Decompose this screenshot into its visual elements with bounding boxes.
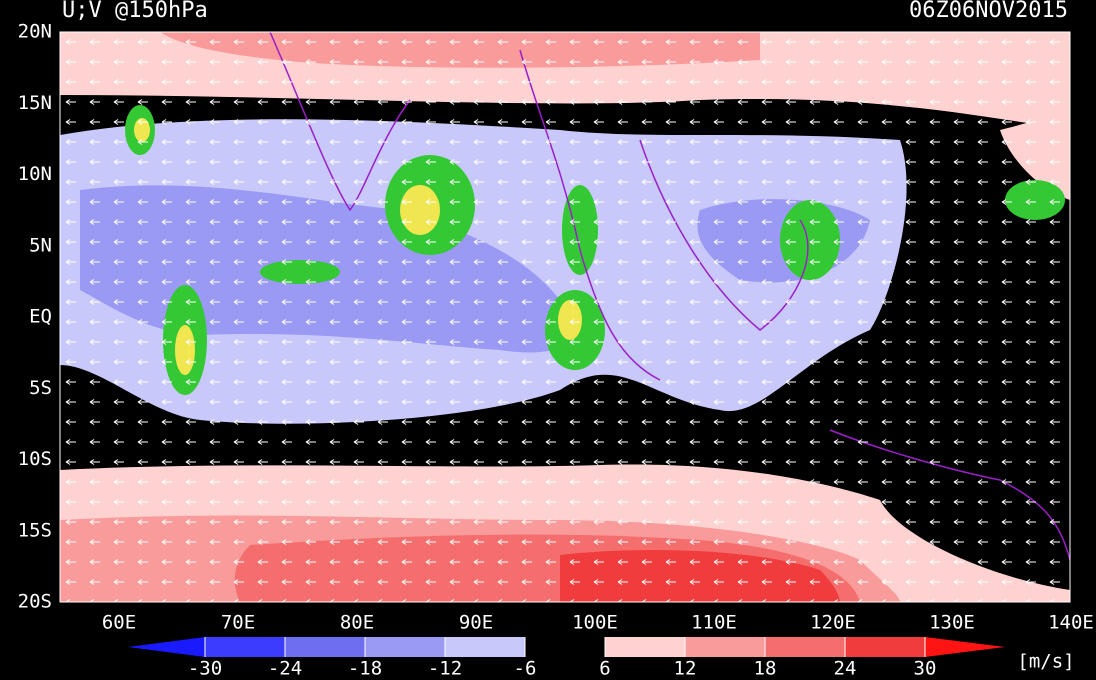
timestamp: 06Z06NOV2015 xyxy=(909,0,1068,23)
map-field xyxy=(60,32,1070,602)
colorbar-tick-label: -6 xyxy=(514,658,537,680)
colorbar-tick-label: 30 xyxy=(914,658,937,680)
lat-label: 15S xyxy=(18,519,52,541)
colorbar-tick-label: -24 xyxy=(268,658,302,680)
colorbar-segment xyxy=(445,637,525,657)
lon-label: 90E xyxy=(459,612,493,634)
colorbar-segment xyxy=(765,637,845,657)
colorbar-tick-label: 6 xyxy=(599,658,610,680)
colorbar-segment xyxy=(525,637,605,657)
lon-label: 140E xyxy=(1048,612,1094,634)
lat-label: 15N xyxy=(18,92,52,114)
colorbar-unit: [m/s] xyxy=(1017,651,1074,673)
colorbar-tick-label: -30 xyxy=(188,658,222,680)
lat-label: 10S xyxy=(18,448,52,470)
lat-label: EQ xyxy=(29,306,52,328)
colorbar-arrow xyxy=(925,637,1005,657)
lat-labels: 20N 15N 10N 5N EQ 5S 10S 15S 20S xyxy=(18,21,52,613)
colorbar-arrow xyxy=(128,637,205,657)
lon-label: 130E xyxy=(929,612,975,634)
lat-label: 20N xyxy=(18,21,52,43)
lat-label: 5S xyxy=(29,377,52,399)
lat-label: 5N xyxy=(29,234,52,256)
map-frame xyxy=(59,31,1071,603)
colorbar-segment xyxy=(845,637,925,657)
lon-label: 100E xyxy=(572,612,618,634)
lat-label: 20S xyxy=(18,591,52,613)
colorbar-segment xyxy=(285,637,365,657)
colorbar-tick-label: -12 xyxy=(428,658,462,680)
lon-label: 120E xyxy=(810,612,856,634)
lat-label: 10N xyxy=(18,163,52,185)
colorbar-segment xyxy=(205,637,285,657)
lon-label: 70E xyxy=(221,612,255,634)
lon-labels: 60E 70E 80E 90E 100E 110E 120E 130E 140E xyxy=(102,612,1094,634)
colorbar-tick-label: -18 xyxy=(348,658,382,680)
lon-label: 80E xyxy=(340,612,374,634)
colorbar-tick-label: 24 xyxy=(834,658,857,680)
colorbar-tick-label: 18 xyxy=(754,658,777,680)
colorbar-tick-label: 12 xyxy=(674,658,697,680)
colorbar-segment xyxy=(685,637,765,657)
colorbar-segment xyxy=(365,637,445,657)
colorbar-segment xyxy=(605,637,685,657)
lon-label: 60E xyxy=(102,612,136,634)
colorbar: -30 -24 -18 -12 -6 6 12 18 24 30 xyxy=(128,637,1005,680)
title: U;V @150hPa xyxy=(62,0,208,23)
lon-label: 110E xyxy=(691,612,737,634)
